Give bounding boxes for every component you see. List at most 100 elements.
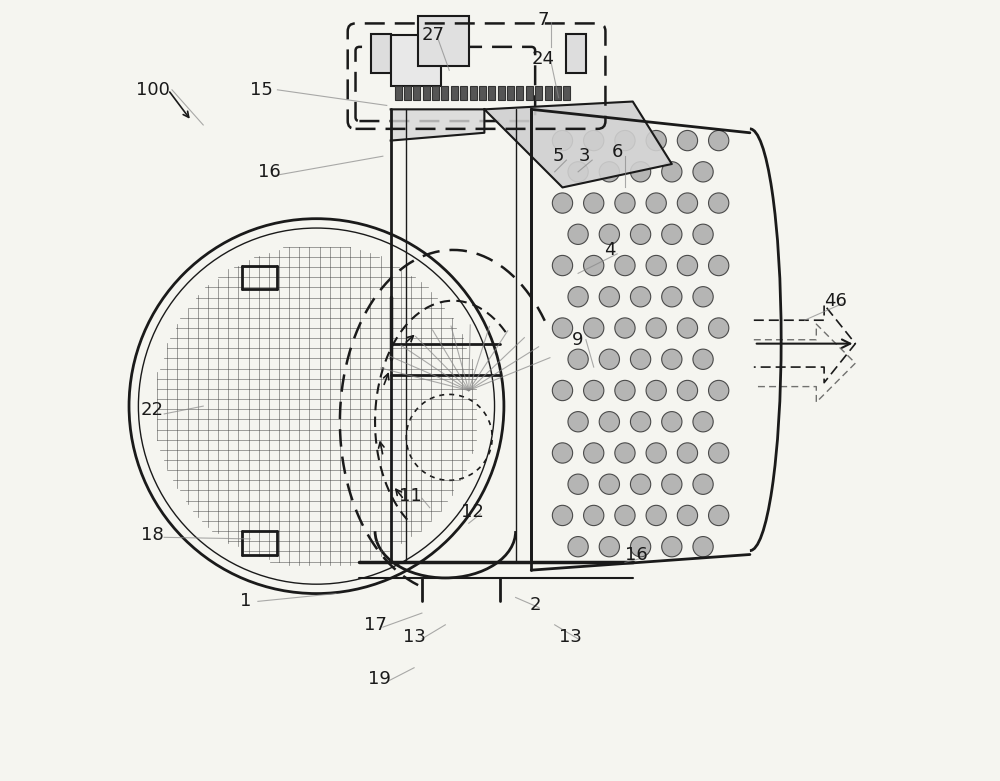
Circle shape — [552, 443, 573, 463]
Circle shape — [599, 349, 619, 369]
Circle shape — [552, 380, 573, 401]
Circle shape — [709, 505, 729, 526]
Text: 27: 27 — [422, 26, 445, 45]
Circle shape — [693, 412, 713, 432]
Bar — [545, 86, 552, 100]
Text: 18: 18 — [141, 526, 164, 544]
Circle shape — [646, 130, 666, 151]
Bar — [566, 34, 586, 73]
Circle shape — [662, 162, 682, 182]
Bar — [479, 86, 486, 100]
Circle shape — [709, 130, 729, 151]
Circle shape — [630, 349, 651, 369]
Circle shape — [599, 474, 619, 494]
Circle shape — [615, 130, 635, 151]
Circle shape — [552, 193, 573, 213]
Text: 11: 11 — [399, 487, 422, 505]
Circle shape — [709, 380, 729, 401]
Circle shape — [568, 224, 588, 244]
Circle shape — [662, 224, 682, 244]
Circle shape — [630, 474, 651, 494]
Circle shape — [646, 505, 666, 526]
Bar — [395, 86, 402, 100]
Circle shape — [599, 224, 619, 244]
Circle shape — [599, 537, 619, 557]
Text: 100: 100 — [136, 80, 169, 99]
Bar — [526, 86, 533, 100]
Circle shape — [552, 318, 573, 338]
Circle shape — [568, 537, 588, 557]
Circle shape — [662, 287, 682, 307]
Text: 19: 19 — [368, 670, 390, 689]
Circle shape — [599, 162, 619, 182]
Circle shape — [662, 537, 682, 557]
Circle shape — [693, 537, 713, 557]
Text: 46: 46 — [824, 291, 847, 310]
Circle shape — [584, 380, 604, 401]
Circle shape — [677, 255, 698, 276]
Bar — [516, 86, 523, 100]
Circle shape — [599, 287, 619, 307]
Circle shape — [646, 255, 666, 276]
Circle shape — [630, 537, 651, 557]
Circle shape — [677, 130, 698, 151]
Circle shape — [584, 443, 604, 463]
Circle shape — [615, 255, 635, 276]
Circle shape — [709, 318, 729, 338]
Circle shape — [693, 224, 713, 244]
Text: 2: 2 — [529, 596, 541, 615]
Bar — [413, 86, 420, 100]
Circle shape — [568, 287, 588, 307]
Circle shape — [568, 412, 588, 432]
Text: 4: 4 — [604, 241, 615, 259]
Circle shape — [552, 255, 573, 276]
Text: 7: 7 — [537, 10, 549, 29]
Circle shape — [615, 193, 635, 213]
Circle shape — [568, 474, 588, 494]
Circle shape — [615, 318, 635, 338]
Text: 17: 17 — [364, 615, 386, 634]
Circle shape — [615, 443, 635, 463]
Circle shape — [662, 412, 682, 432]
Bar — [418, 16, 469, 66]
Circle shape — [599, 412, 619, 432]
Circle shape — [630, 224, 651, 244]
Text: 15: 15 — [250, 80, 273, 99]
Text: 16: 16 — [625, 545, 648, 564]
Bar — [432, 86, 439, 100]
Text: 13: 13 — [559, 627, 582, 646]
Circle shape — [615, 380, 635, 401]
Polygon shape — [391, 109, 484, 141]
Bar — [554, 86, 561, 100]
Polygon shape — [484, 102, 672, 187]
Bar — [423, 86, 430, 100]
Text: 12: 12 — [461, 502, 484, 521]
Circle shape — [584, 505, 604, 526]
Bar — [451, 86, 458, 100]
Circle shape — [677, 318, 698, 338]
Circle shape — [630, 287, 651, 307]
Circle shape — [662, 349, 682, 369]
Bar — [371, 34, 391, 73]
Circle shape — [662, 474, 682, 494]
Text: 1: 1 — [240, 592, 252, 611]
Circle shape — [693, 287, 713, 307]
Circle shape — [693, 162, 713, 182]
Bar — [535, 86, 542, 100]
Bar — [507, 86, 514, 100]
Circle shape — [615, 505, 635, 526]
Text: 5: 5 — [553, 147, 564, 166]
Bar — [498, 86, 505, 100]
Bar — [563, 86, 570, 100]
Circle shape — [693, 474, 713, 494]
Circle shape — [584, 255, 604, 276]
Text: 13: 13 — [403, 627, 426, 646]
Circle shape — [709, 193, 729, 213]
Text: 24: 24 — [531, 49, 554, 68]
Text: 22: 22 — [141, 401, 164, 419]
Text: 9: 9 — [572, 330, 584, 349]
Circle shape — [630, 412, 651, 432]
Bar — [460, 86, 467, 100]
Circle shape — [646, 380, 666, 401]
Circle shape — [568, 162, 588, 182]
